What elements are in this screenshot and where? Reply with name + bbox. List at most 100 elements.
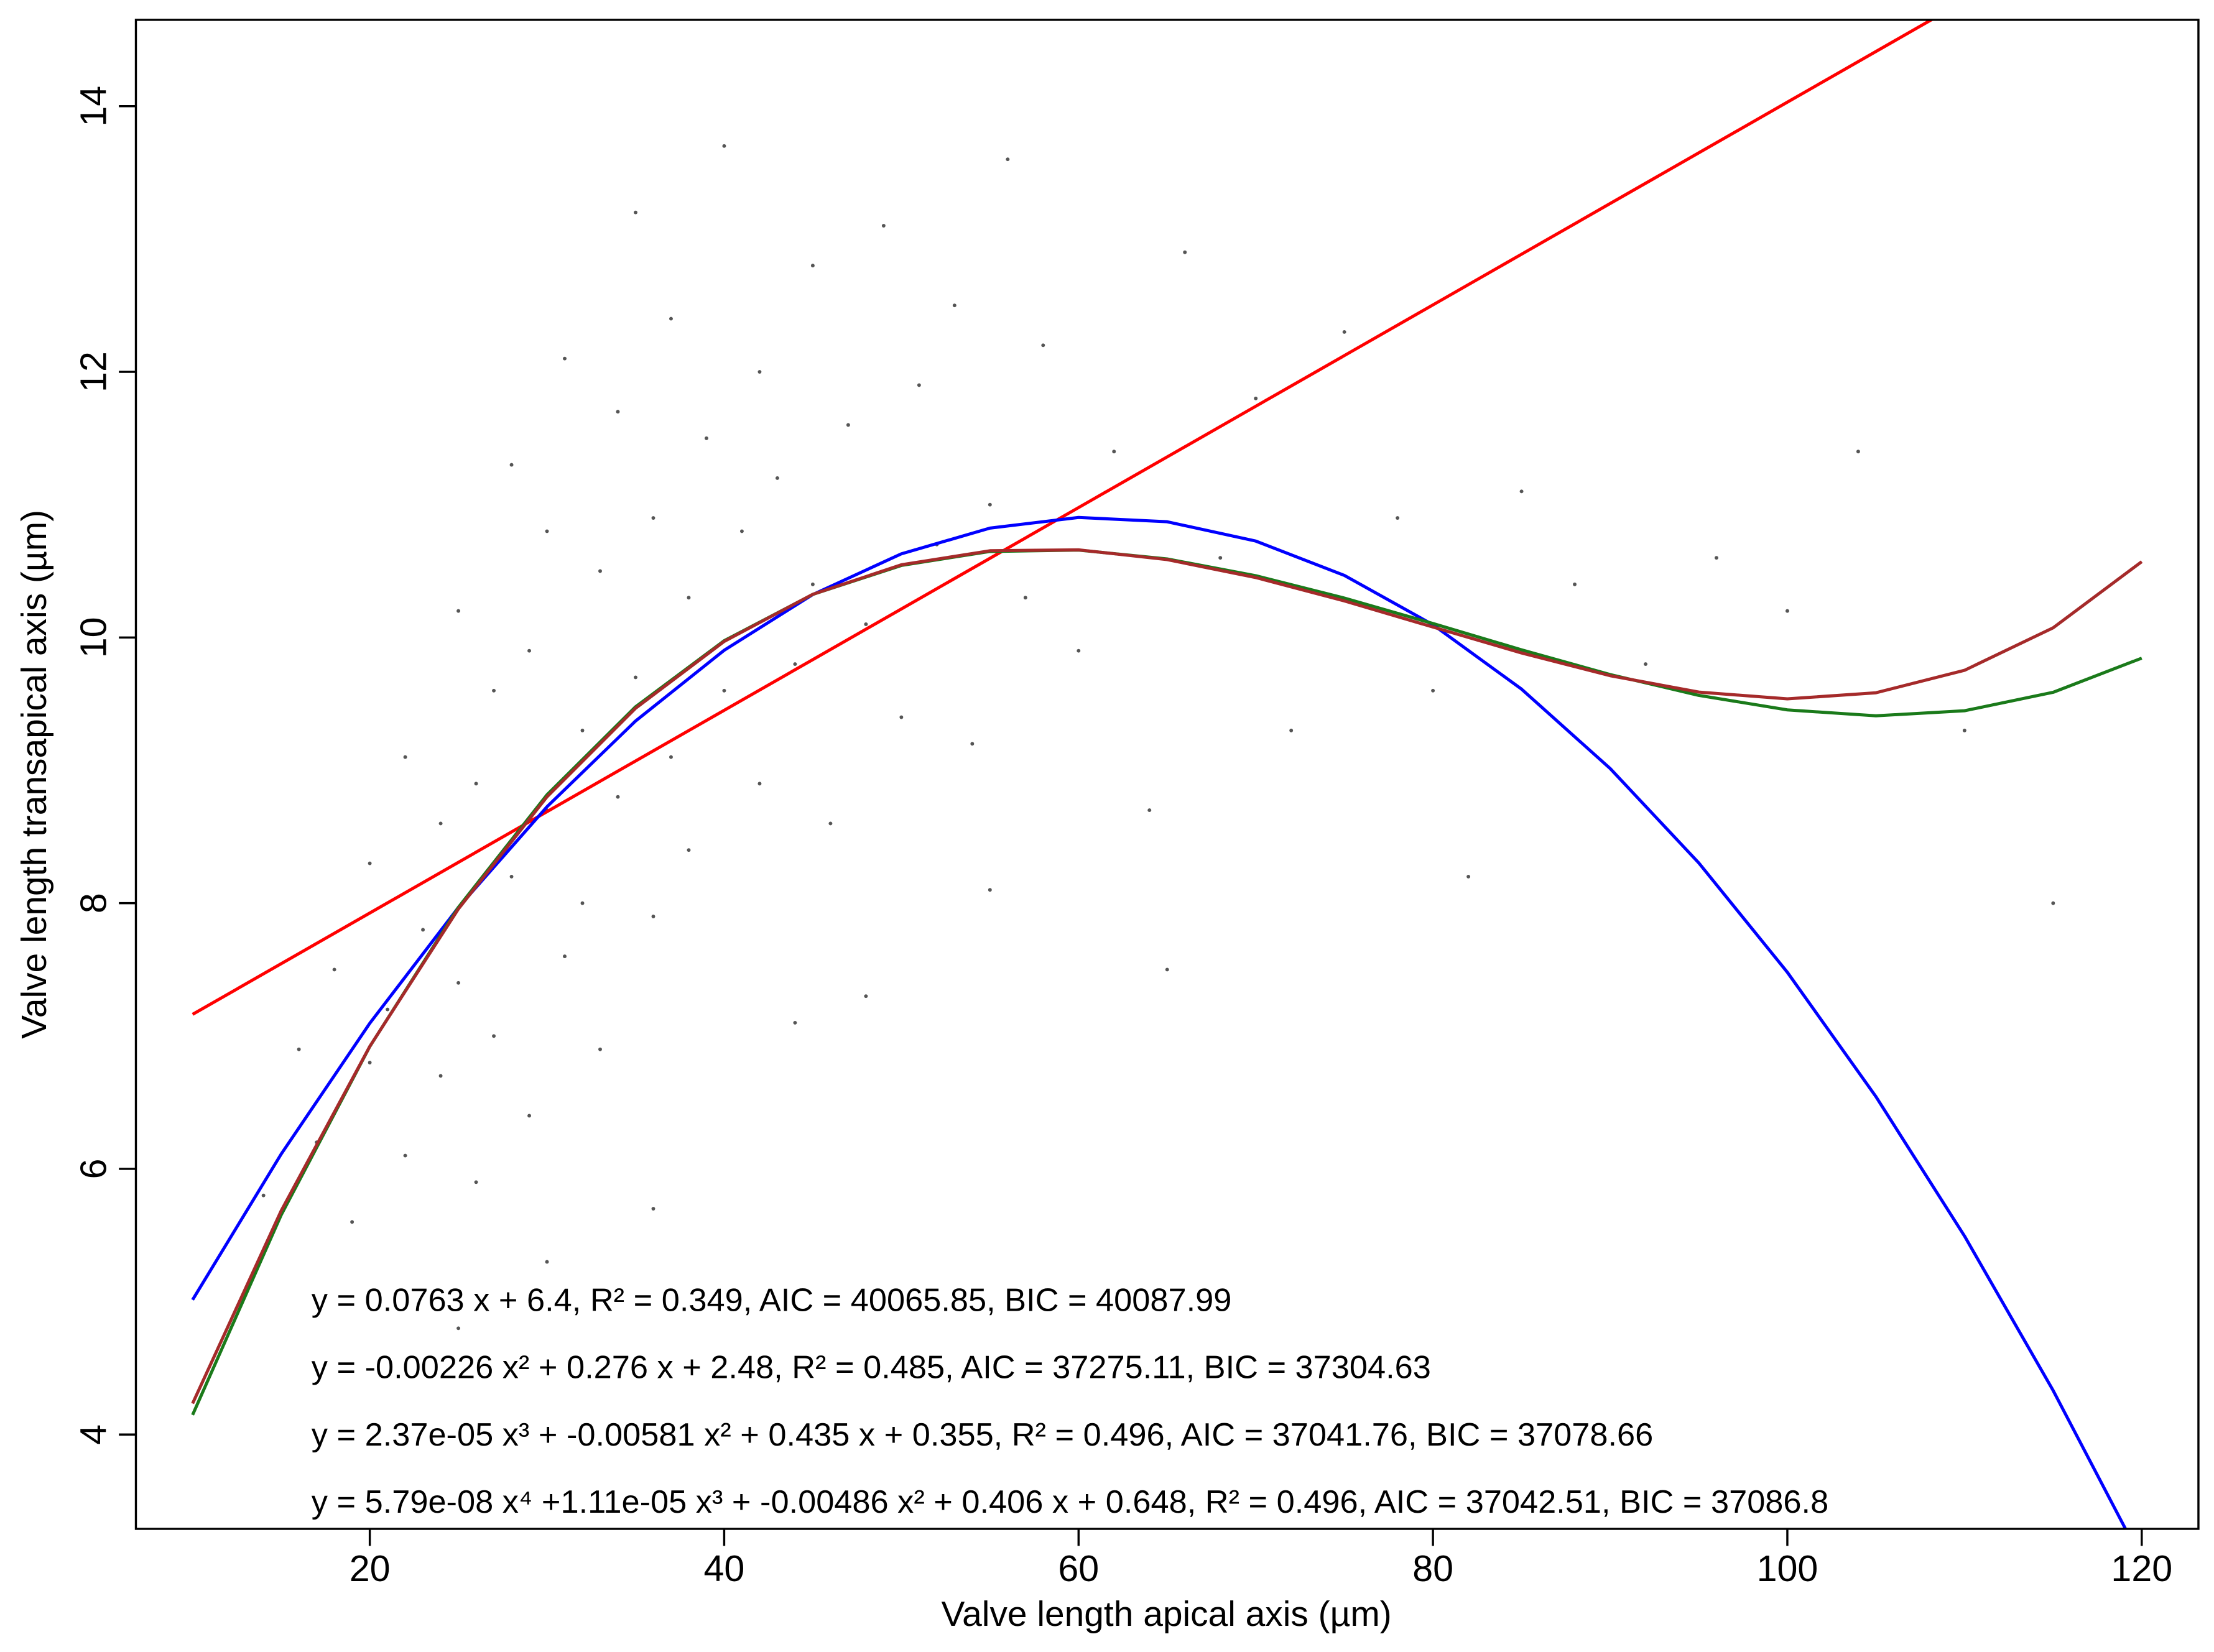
x-tick-label: 100 (1757, 1548, 1818, 1589)
point (1431, 688, 1435, 693)
point (616, 410, 620, 414)
x-tick-label: 60 (1058, 1548, 1099, 1589)
y-axis-title: Valve length transapical axis (µm) (14, 510, 54, 1039)
point (403, 755, 407, 759)
fit-line (191, 515, 2128, 1529)
point (1466, 874, 1471, 879)
point (580, 901, 585, 905)
point (988, 888, 992, 892)
point (474, 782, 478, 786)
point (1519, 489, 1524, 494)
point (403, 1153, 407, 1158)
x-tick-label: 120 (2111, 1548, 2172, 1589)
point (421, 928, 425, 932)
point (1962, 728, 1966, 732)
point (651, 915, 655, 918)
point (1342, 330, 1346, 334)
point (350, 1220, 354, 1224)
point (828, 821, 833, 826)
point (1715, 556, 1718, 560)
point (492, 688, 496, 693)
y-tick-label: 6 (72, 1158, 114, 1179)
point (1112, 450, 1116, 454)
point (598, 1047, 602, 1051)
point (793, 662, 797, 667)
point (438, 821, 443, 826)
point (669, 755, 673, 759)
point (563, 954, 567, 959)
fit-line (192, 19, 1935, 1016)
point (1147, 808, 1152, 813)
point (899, 715, 904, 719)
point (1289, 728, 1294, 732)
points (261, 144, 2055, 1331)
point (634, 675, 637, 680)
point (757, 370, 762, 374)
point (1856, 450, 1860, 454)
fit-lines (191, 19, 2143, 1529)
point (545, 529, 549, 533)
point (1218, 556, 1223, 560)
point (2051, 901, 2055, 905)
point (1077, 648, 1081, 653)
fit-line (191, 548, 2143, 1405)
point (1573, 582, 1577, 586)
point (1183, 250, 1187, 254)
point (261, 1193, 266, 1197)
point (509, 874, 514, 879)
x-tick-label: 40 (704, 1548, 745, 1589)
point (527, 1114, 531, 1118)
point (1644, 662, 1647, 667)
point (775, 476, 779, 480)
x-tick-label: 80 (1412, 1548, 1453, 1589)
point (598, 569, 602, 573)
point (1006, 157, 1010, 162)
point (722, 144, 726, 148)
point (368, 861, 372, 865)
point (1785, 609, 1789, 613)
x-axis-title: Valve length apical axis (µm) (941, 1594, 1391, 1634)
point (492, 1034, 496, 1038)
point (846, 423, 850, 427)
point (368, 1061, 372, 1064)
point (722, 688, 726, 693)
y-tick-label: 10 (72, 617, 114, 658)
point (580, 728, 585, 732)
point (810, 582, 815, 586)
point (757, 782, 762, 786)
point (1396, 516, 1400, 520)
point (687, 848, 691, 852)
point (545, 1260, 549, 1264)
point (456, 609, 461, 613)
y-tick-label: 12 (72, 351, 114, 392)
equation: y = 5.79e-08 x⁴ +1.11e-05 x³ + -0.00486 … (312, 1484, 1828, 1520)
point (456, 1326, 461, 1331)
point (527, 648, 531, 653)
point (332, 967, 336, 972)
point (917, 383, 921, 387)
point (474, 1180, 478, 1184)
plot-frame (134, 19, 2200, 1530)
point (881, 224, 886, 228)
point (810, 264, 815, 268)
point (988, 502, 992, 507)
point (704, 436, 708, 440)
point (616, 795, 620, 799)
equation: y = 0.0763 x + 6.4, R² = 0.349, AIC = 40… (312, 1282, 1232, 1318)
point (1023, 596, 1027, 600)
point (1254, 396, 1258, 400)
point (793, 1020, 797, 1025)
point (456, 981, 461, 985)
point (634, 210, 637, 215)
y-tick-label: 8 (72, 893, 114, 913)
y-tick-label: 4 (72, 1424, 114, 1445)
point (651, 516, 655, 520)
x-tick-label: 20 (350, 1548, 391, 1589)
y-tick-label: 14 (72, 86, 114, 127)
point (438, 1074, 443, 1078)
point (739, 529, 744, 533)
point (952, 303, 956, 308)
point (1165, 967, 1169, 972)
point (687, 596, 691, 600)
